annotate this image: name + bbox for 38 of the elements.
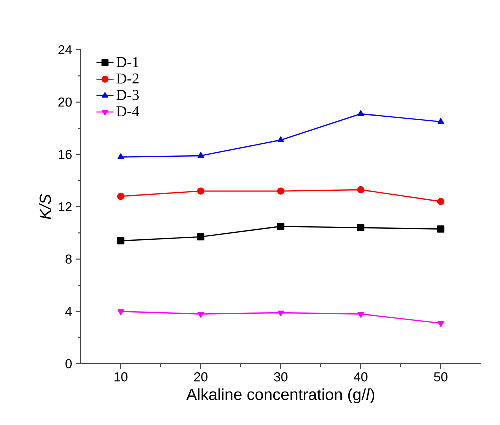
point xyxy=(198,312,204,318)
x-tick-label: 40 xyxy=(354,372,368,382)
x-tick-label: 50 xyxy=(434,372,448,382)
x-tick-label: 20 xyxy=(194,372,208,382)
point xyxy=(277,223,285,230)
point xyxy=(358,110,364,116)
point xyxy=(117,237,125,245)
point xyxy=(118,154,124,160)
point xyxy=(197,188,205,195)
y-tick-label: 4 xyxy=(66,307,72,316)
point xyxy=(437,198,445,206)
y-tick-label: 16 xyxy=(59,150,72,160)
point xyxy=(278,136,284,142)
point xyxy=(118,310,124,316)
point xyxy=(357,224,365,232)
legend-label: D-1 xyxy=(116,57,139,68)
point xyxy=(358,312,364,318)
point xyxy=(198,152,204,158)
y-tick-label: 8 xyxy=(66,254,72,264)
y-tick-label: 12 xyxy=(59,202,72,212)
y-tick-label: 20 xyxy=(58,98,72,107)
legend-label: D-3 xyxy=(116,90,140,100)
point xyxy=(277,188,285,195)
y-axis-title: K/S xyxy=(39,194,52,220)
x-axis-title: Alkaline concentration (g/l) xyxy=(186,388,374,404)
legend-label: D-2 xyxy=(116,74,139,84)
point xyxy=(438,321,444,328)
point xyxy=(197,233,205,241)
point xyxy=(117,192,125,200)
x-tick-label: 30 xyxy=(274,372,288,382)
x-tick-label: 10 xyxy=(114,372,128,382)
point xyxy=(357,186,365,194)
legend-label: D-4 xyxy=(116,106,140,117)
y-tick-label: 0 xyxy=(66,359,72,369)
point xyxy=(278,310,284,317)
point xyxy=(437,226,445,233)
point xyxy=(438,118,444,124)
y-tick-label: 24 xyxy=(58,45,72,55)
